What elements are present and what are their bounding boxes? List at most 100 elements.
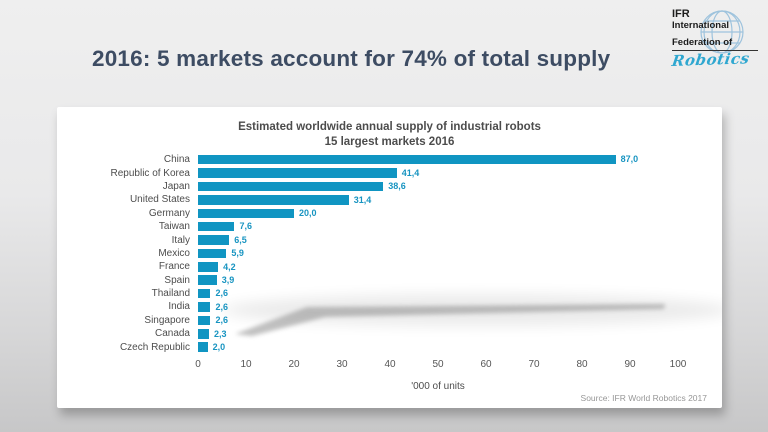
bar-value-label: 2,6: [215, 301, 228, 312]
axis-ticks: 0 10 20 30 40 50 60 70 80 90 100: [195, 359, 686, 371]
bar-track: 2,6: [198, 302, 722, 312]
axis-tick: 70: [528, 359, 540, 370]
bar-rows: China 87,0 Republic of Korea 41,4 Japan 38,6 U…: [57, 153, 722, 354]
bar-value-label: 87,0: [620, 154, 639, 165]
bar-label: Japan: [162, 180, 190, 192]
bar-row: France 4,2: [57, 260, 722, 273]
bar-track: 87,0: [198, 154, 722, 165]
bar-track: 4,2: [198, 262, 722, 272]
bar-track: 7,6: [198, 221, 722, 232]
bar-track: 2,6: [198, 315, 722, 326]
bar-track: 6,5: [198, 235, 722, 245]
bar-value-label: 20,0: [299, 208, 317, 218]
bar-label: Singapore: [144, 314, 190, 326]
bar-label: Spain: [164, 274, 190, 286]
bar-label: Thailand: [151, 288, 190, 300]
bar-row: Republic of Korea 41,4: [57, 166, 722, 179]
bar-row: Mexico 5,9: [57, 247, 722, 260]
bar-value-label: 3,9: [221, 274, 235, 285]
bar-track: 20,0: [198, 208, 722, 218]
logo-line-ifr: IFR: [672, 8, 690, 20]
bar: [198, 262, 219, 272]
bar-label: Germany: [148, 207, 190, 219]
bar-label: France: [158, 261, 190, 273]
bar-value-label: 31,4: [353, 194, 372, 205]
source-note: Source: IFR World Robotics 2017: [580, 393, 707, 403]
bar-label: Czech Republic: [119, 341, 190, 353]
bar-row: Taiwan 7,6: [57, 220, 722, 233]
bar: [198, 181, 384, 192]
logo-text: IFR International Federation of Robotics: [670, 8, 764, 71]
bar-row: Canada 2,3: [57, 327, 722, 340]
bar: [198, 248, 227, 259]
logo-line-international: International: [672, 20, 730, 31]
bar: [198, 275, 217, 285]
bar-row: Germany 20,0: [57, 207, 722, 220]
bar: [198, 221, 235, 232]
bar: [198, 208, 294, 218]
bar-value-label: 5,9: [231, 248, 244, 259]
bar-label: United States: [129, 194, 190, 206]
axis-tick: 0: [195, 359, 201, 370]
logo-line-federation: Federation of: [672, 37, 758, 51]
bar-track: 5,9: [198, 248, 722, 259]
chart-card: Estimated worldwide annual supply of ind…: [57, 107, 722, 408]
bar-track: 3,9: [198, 275, 722, 285]
bar-value-label: 2,6: [215, 315, 228, 326]
bar-label: Canada: [154, 328, 190, 340]
bar-row: India 2,6: [57, 300, 722, 313]
bar-row: Czech Republic 2,0: [57, 340, 722, 353]
bar: [198, 195, 349, 205]
bar-track: 2,3: [198, 329, 722, 339]
bar-label: India: [168, 301, 190, 313]
axis-tick: 30: [336, 359, 348, 370]
bar-value-label: 7,6: [239, 221, 252, 232]
bar-row: Italy 6,5: [57, 233, 722, 246]
axis-tick: 90: [624, 359, 636, 370]
bar-value-label: 2,0: [212, 341, 226, 352]
bar-label: Taiwan: [158, 221, 190, 233]
bar-label: Italy: [171, 234, 190, 246]
chart-title-line1: Estimated worldwide annual supply of ind…: [238, 121, 541, 133]
bar: [198, 235, 230, 245]
bar-value-label: 38,6: [388, 181, 406, 192]
bar-label: Mexico: [158, 247, 190, 259]
bar-track: 2,6: [198, 288, 722, 299]
axis-tick: 40: [384, 359, 396, 370]
bar: [198, 342, 208, 352]
bar-value-label: 6,5: [234, 234, 247, 245]
bar-track: 2,0: [198, 342, 722, 352]
ifr-logo: IFR International Federation of Robotics: [670, 8, 764, 80]
page-title: 2016: 5 markets account for 74% of total…: [92, 46, 611, 71]
bar: [198, 329, 210, 339]
bar-track: 41,4: [198, 168, 722, 178]
bar: [198, 315, 211, 326]
bar-label: Republic of Korea: [110, 167, 191, 179]
bar-row: Singapore 2,6: [57, 314, 722, 327]
bar-label: China: [163, 154, 190, 166]
bar-track: 31,4: [198, 195, 722, 205]
bar: [198, 154, 616, 165]
axis-tick: 20: [288, 359, 300, 370]
bar-row: Spain 3,9: [57, 274, 722, 287]
bar-row: China 87,0: [57, 153, 722, 166]
bar-row: Japan 38,6: [57, 180, 722, 193]
chart-title: Estimated worldwide annual supply of ind…: [57, 120, 722, 150]
bar-track: 38,6: [198, 181, 722, 192]
x-axis-label: '000 of units: [411, 381, 465, 392]
axis-tick: 50: [432, 359, 444, 370]
bar-value-label: 4,2: [223, 261, 236, 272]
bar: [198, 288, 211, 299]
bar: [198, 168, 397, 178]
logo-script-robotics: Robotics: [670, 49, 751, 70]
bar-value-label: 41,4: [401, 167, 420, 178]
globe-icon: [700, 10, 744, 54]
axis-tick: 60: [480, 359, 492, 370]
axis-tick: 100: [669, 359, 687, 370]
axis-tick: 10: [240, 359, 252, 370]
bar-row: Thailand 2,6: [57, 287, 722, 300]
axis-tick: 80: [576, 359, 588, 370]
bar-value-label: 2,3: [214, 328, 227, 339]
chart-title-line2: 15 largest markets 2016: [324, 136, 455, 148]
